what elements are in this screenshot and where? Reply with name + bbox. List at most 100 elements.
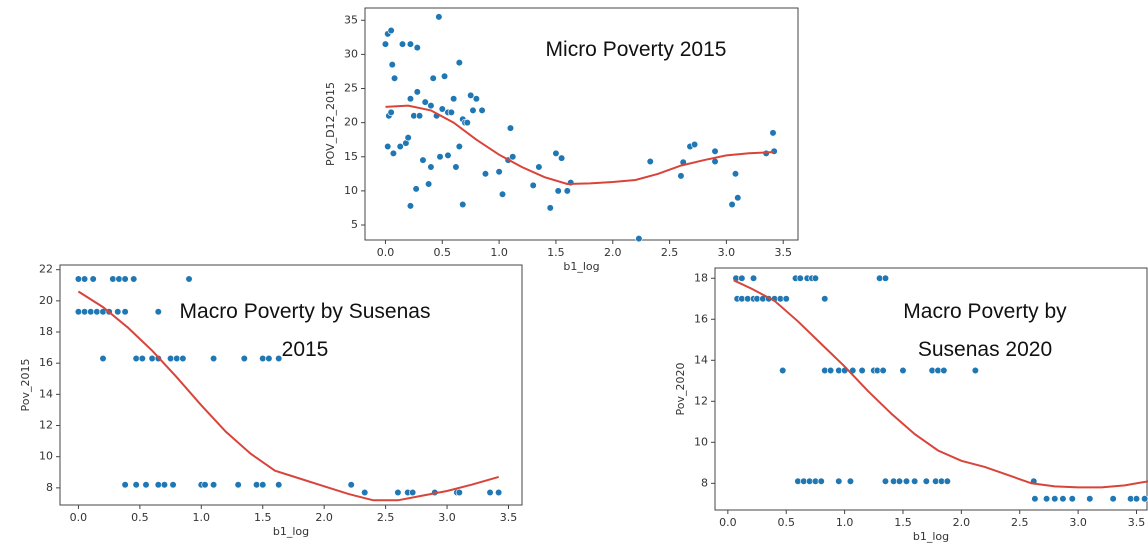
point — [899, 366, 907, 375]
y-tick-label: 12 — [694, 394, 708, 407]
point — [421, 98, 429, 106]
point — [469, 106, 477, 114]
point — [690, 140, 699, 149]
x-tick-label: 3.0 — [718, 246, 736, 259]
point — [940, 366, 948, 375]
point — [1141, 495, 1148, 503]
point — [1086, 495, 1094, 503]
point — [252, 481, 261, 489]
point — [427, 101, 435, 110]
point — [444, 151, 452, 159]
point — [413, 43, 421, 52]
point — [398, 40, 407, 48]
point — [558, 154, 566, 162]
point — [148, 354, 156, 363]
point — [879, 366, 887, 375]
point — [902, 477, 911, 485]
x-tick-label: 2.5 — [377, 511, 395, 524]
x-tick-label: 1.5 — [254, 511, 272, 524]
point — [858, 366, 866, 375]
point — [154, 308, 162, 316]
y-axis-label: Pov_2020 — [674, 363, 687, 416]
x-tick-label: 3.5 — [500, 511, 518, 524]
point — [169, 481, 177, 489]
y-tick-label: 30 — [344, 47, 358, 60]
x-tick-label: 3.0 — [438, 511, 456, 524]
point — [387, 26, 395, 35]
point — [943, 477, 951, 485]
y-tick-label: 25 — [344, 82, 358, 95]
point — [404, 134, 412, 142]
x-tick-label: 3.0 — [1069, 516, 1087, 529]
y-tick-label: 20 — [39, 294, 53, 307]
x-tick-label: 1.5 — [894, 516, 912, 529]
point — [452, 163, 460, 171]
x-tick-label: 1.0 — [193, 511, 211, 524]
point — [509, 153, 517, 161]
point — [138, 354, 146, 363]
point — [467, 91, 475, 99]
point — [459, 200, 467, 209]
y-tick-label: 15 — [344, 150, 358, 163]
y-tick-label: 35 — [344, 13, 358, 26]
point — [1051, 495, 1059, 503]
y-tick-label: 10 — [39, 450, 53, 463]
x-tick-label: 0.0 — [377, 246, 395, 259]
point — [728, 200, 736, 209]
point — [240, 354, 248, 363]
point — [552, 149, 560, 157]
point — [447, 108, 455, 116]
point — [390, 74, 399, 82]
point — [160, 481, 169, 489]
x-axis-label: b1_log — [563, 260, 599, 273]
point — [154, 481, 162, 489]
point — [455, 488, 463, 497]
trend-line — [77, 290, 499, 502]
point — [275, 354, 283, 363]
point — [546, 204, 554, 212]
point — [495, 488, 503, 497]
point — [821, 295, 829, 303]
x-tick-label: 1.5 — [547, 246, 565, 259]
point — [413, 88, 421, 96]
point — [463, 119, 471, 127]
x-tick-label: 2.0 — [604, 246, 622, 259]
point — [388, 61, 396, 69]
point — [440, 72, 449, 80]
x-axis-label: b1_log — [273, 525, 309, 538]
point — [130, 275, 138, 283]
point — [796, 274, 804, 282]
point — [429, 74, 437, 82]
y-tick-label: 12 — [39, 419, 53, 432]
point — [478, 106, 486, 114]
trend-line — [733, 279, 1148, 489]
y-tick-label: 5 — [351, 218, 358, 231]
point — [495, 168, 503, 176]
y-tick-label: 14 — [694, 353, 708, 366]
y-tick-label: 18 — [39, 325, 53, 338]
x-tick-label: 3.5 — [774, 246, 792, 259]
trend-line — [385, 104, 775, 186]
plot-area — [364, 7, 799, 241]
x-tick-label: 0.0 — [70, 511, 88, 524]
y-tick-label: 14 — [39, 387, 53, 400]
point — [779, 366, 787, 375]
point — [438, 105, 446, 113]
point — [826, 366, 835, 375]
point — [427, 163, 435, 171]
point — [265, 354, 273, 363]
x-tick-label: 1.0 — [490, 246, 508, 259]
point — [74, 275, 83, 283]
point — [635, 235, 643, 243]
point — [1042, 495, 1051, 503]
point — [80, 275, 89, 283]
x-tick-label: 2.5 — [661, 246, 679, 259]
point — [486, 488, 494, 497]
point — [234, 481, 242, 489]
point — [409, 488, 417, 497]
x-tick-label: 2.5 — [1011, 516, 1029, 529]
point — [472, 95, 480, 103]
point — [731, 170, 740, 178]
point — [185, 275, 193, 283]
